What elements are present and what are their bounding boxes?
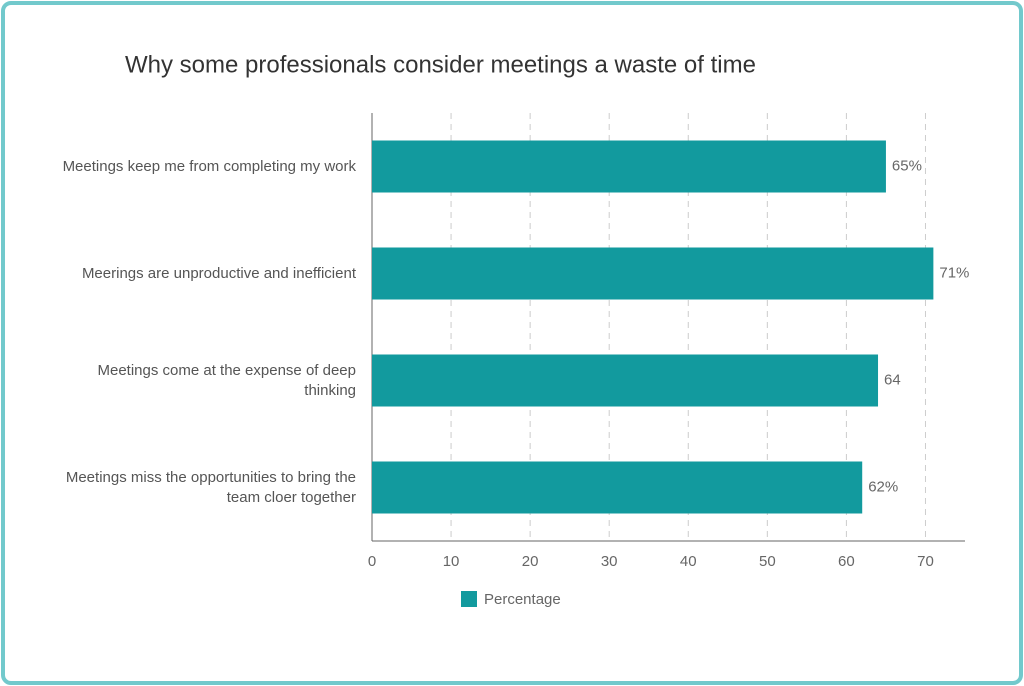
value-label: 62% <box>868 478 898 495</box>
value-label: 64 <box>884 371 901 388</box>
x-tick-label: 60 <box>838 553 855 570</box>
bar <box>372 354 879 407</box>
y-tick-label: Meetings miss the opportunities to bring… <box>65 468 356 506</box>
bar <box>372 140 886 193</box>
y-tick-label: Meetings keep me from completing my work <box>62 157 356 175</box>
bar <box>372 461 863 514</box>
x-tick-label: 50 <box>759 553 776 570</box>
y-tick-label: Meerings are unproductive and inefficien… <box>81 264 356 282</box>
x-tick-label: 30 <box>601 553 618 570</box>
legend-label: Percentage <box>484 591 561 608</box>
chart-title: Why some professionals consider meetings… <box>125 51 756 78</box>
legend-swatch <box>461 591 477 607</box>
x-tick-label: 10 <box>443 553 460 570</box>
value-label: 71% <box>939 264 969 281</box>
value-label: 65% <box>892 157 922 174</box>
x-tick-label: 70 <box>917 553 934 570</box>
x-tick-label: 0 <box>368 553 376 570</box>
y-tick-label: Meetings come at the expense of deep thi… <box>97 361 356 399</box>
x-tick-label: 40 <box>680 553 697 570</box>
x-tick-label: 20 <box>522 553 539 570</box>
bar <box>372 247 934 300</box>
